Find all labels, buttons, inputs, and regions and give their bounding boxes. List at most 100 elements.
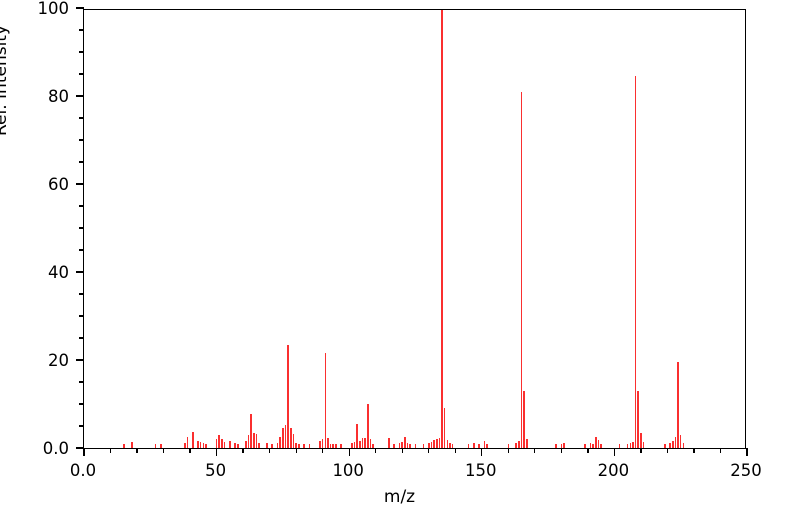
peak-line [284, 424, 287, 448]
y-minor-tick [79, 161, 84, 163]
x-major-tick [348, 448, 350, 456]
peak-line [406, 443, 409, 448]
peak-line [359, 441, 361, 448]
y-minor-tick [79, 117, 84, 119]
y-tick-label: 80 [48, 87, 69, 106]
peak-line [234, 442, 236, 448]
peak-line [600, 443, 602, 448]
peak-line [351, 443, 353, 448]
x-tick-label: 150 [465, 461, 497, 480]
peak-line [674, 436, 677, 448]
y-major-tick [76, 183, 84, 185]
peak-line [414, 444, 417, 448]
peak-line [290, 428, 292, 448]
peak-line [229, 441, 231, 448]
peak-line [303, 443, 305, 448]
peak-line [191, 432, 194, 448]
peak-series [84, 10, 745, 448]
peak-line [218, 434, 221, 448]
y-minor-tick [79, 249, 84, 251]
peak-line [632, 441, 634, 448]
peak-line [473, 442, 475, 448]
peak-line [295, 442, 297, 448]
peak-line [422, 443, 425, 448]
peak-line [308, 444, 311, 448]
peak-line [160, 443, 162, 448]
peak-line [486, 443, 488, 448]
peak-line [205, 444, 207, 448]
peak-line [282, 427, 284, 448]
peak-line [244, 440, 247, 448]
x-tick-label: 0.0 [69, 461, 97, 480]
x-tick-label: 100 [332, 461, 364, 480]
peak-line [404, 437, 406, 448]
x-minor-tick [401, 448, 403, 453]
peak-line [441, 10, 443, 448]
peak-line [449, 443, 451, 448]
y-major-tick [76, 7, 84, 9]
peak-line [592, 443, 594, 448]
y-major-tick [76, 271, 84, 273]
x-major-tick [613, 448, 616, 456]
y-minor-tick [79, 337, 84, 339]
peak-line [250, 413, 252, 448]
x-minor-tick [507, 448, 509, 453]
x-minor-tick [428, 448, 430, 453]
peak-line [563, 443, 565, 448]
x-minor-tick [295, 448, 297, 453]
x-minor-tick [162, 448, 165, 453]
peak-line [507, 443, 510, 448]
peak-line [287, 344, 289, 448]
x-axis-title: m/z [383, 487, 416, 507]
peak-line [663, 443, 666, 448]
peak-line [523, 390, 526, 448]
y-minor-tick [79, 381, 84, 383]
peak-line [483, 441, 486, 448]
x-minor-tick [242, 448, 244, 453]
peak-line [584, 443, 587, 448]
peak-line [478, 443, 480, 448]
x-minor-tick [189, 448, 191, 453]
peak-line [186, 436, 189, 448]
peak-line [361, 438, 364, 448]
y-axis-title: Rel. Intensity [0, 24, 11, 136]
y-minor-tick [79, 293, 84, 295]
x-minor-tick [560, 448, 562, 453]
peak-line [634, 76, 637, 448]
x-minor-tick [375, 448, 377, 453]
peak-line [271, 443, 274, 448]
peak-line [589, 443, 592, 448]
peak-line [682, 443, 685, 448]
peak-line [640, 433, 642, 448]
peak-line [520, 91, 523, 448]
peak-line [626, 443, 629, 448]
peak-line [671, 440, 674, 448]
y-tick-label: 60 [48, 175, 69, 194]
peak-line [364, 437, 366, 448]
peak-line [279, 436, 282, 448]
x-tick-label: 250 [730, 461, 762, 480]
peak-line [427, 443, 430, 448]
peak-line [446, 440, 449, 448]
peak-line [669, 442, 671, 448]
peak-line [435, 439, 438, 448]
x-major-tick [83, 448, 85, 456]
y-tick-label: 100 [37, 0, 70, 18]
x-major-tick [481, 448, 483, 456]
peak-line [202, 443, 205, 448]
peak-line [183, 442, 186, 448]
peak-line [321, 439, 324, 448]
peak-line [433, 440, 435, 448]
peak-line [335, 443, 337, 448]
y-tick-label: 40 [48, 263, 69, 282]
y-minor-tick [79, 205, 84, 207]
peak-line [292, 434, 295, 448]
peak-line [467, 443, 470, 448]
peak-line [677, 362, 679, 448]
peak-line [388, 437, 390, 448]
y-minor-tick [79, 73, 84, 75]
x-minor-tick [136, 448, 138, 453]
peak-line [393, 443, 396, 448]
peak-line [255, 433, 258, 448]
peak-line [332, 444, 335, 448]
